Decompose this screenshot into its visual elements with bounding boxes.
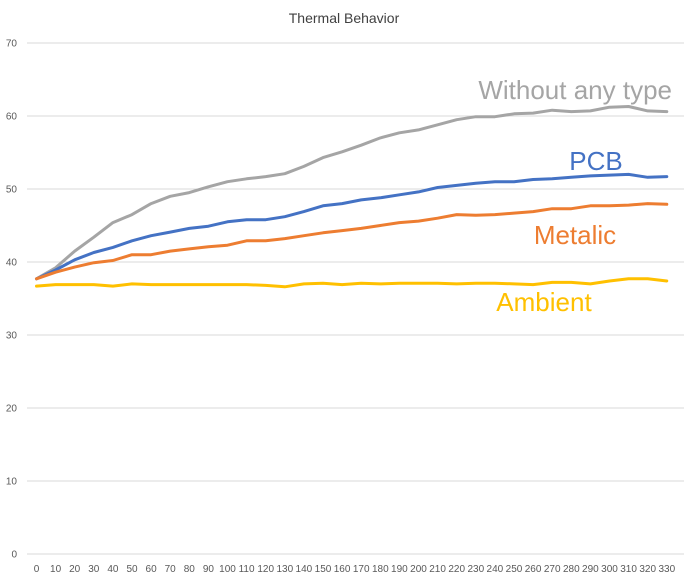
x-tick-label: 160 — [334, 564, 351, 575]
x-tick-label: 280 — [563, 564, 580, 575]
x-tick-label: 180 — [372, 564, 389, 575]
series-lines — [35, 105, 669, 289]
x-tick-label: 10 — [50, 564, 62, 575]
x-tick-label: 50 — [126, 564, 138, 575]
x-tick-label: 150 — [315, 564, 332, 575]
series-line-metalic — [35, 202, 669, 281]
x-tick-label: 110 — [239, 564, 255, 575]
x-tick-label: 330 — [658, 564, 675, 575]
x-tick-label: 290 — [582, 564, 599, 575]
x-tick-label: 40 — [107, 564, 119, 575]
chart-title: Thermal Behavior — [289, 10, 400, 26]
y-tick-label: 30 — [6, 331, 18, 342]
annotation-ambient: Ambient — [496, 287, 592, 317]
x-tick-label: 210 — [429, 564, 446, 575]
y-tick-label: 40 — [6, 258, 18, 269]
gridlines — [27, 42, 684, 555]
x-tick-label: 270 — [544, 564, 561, 575]
x-tick-label: 170 — [353, 564, 370, 575]
annotation-without-any-type: Without any type — [478, 75, 672, 105]
series-annotations: Without any type PCB Metalic Ambient — [478, 75, 672, 317]
y-tick-label: 10 — [6, 477, 18, 488]
x-tick-label: 300 — [601, 564, 618, 575]
y-axis-tick-labels: 0 10 20 30 40 50 60 70 — [6, 39, 18, 561]
x-tick-label: 200 — [410, 564, 427, 575]
x-tick-label: 310 — [620, 564, 637, 575]
y-tick-label: 60 — [6, 112, 18, 123]
x-tick-label: 30 — [88, 564, 100, 575]
x-tick-label: 320 — [639, 564, 656, 575]
series-line-pcb — [35, 172, 669, 281]
series-line-without-any-type — [35, 105, 669, 281]
x-axis-tick-labels: 0 10 20 30 40 50 60 70 80 90 100 110 120 130 140 150 160… — [34, 564, 676, 575]
x-tick-label: 250 — [506, 564, 523, 575]
x-tick-label: 130 — [276, 564, 293, 575]
y-tick-label: 20 — [6, 404, 18, 415]
y-tick-label: 50 — [6, 185, 18, 196]
x-tick-label: 20 — [69, 564, 81, 575]
x-tick-label: 230 — [467, 564, 484, 575]
x-tick-label: 120 — [257, 564, 274, 575]
annotation-metalic: Metalic — [534, 220, 616, 250]
y-tick-label: 0 — [11, 550, 17, 561]
x-tick-label: 0 — [34, 564, 40, 575]
x-tick-label: 80 — [184, 564, 196, 575]
x-tick-label: 60 — [146, 564, 158, 575]
x-tick-label: 90 — [203, 564, 215, 575]
x-tick-label: 260 — [525, 564, 542, 575]
x-tick-label: 140 — [296, 564, 313, 575]
annotation-pcb: PCB — [569, 146, 622, 176]
x-tick-label: 100 — [219, 564, 236, 575]
series-line-ambient — [35, 277, 669, 289]
y-tick-label: 70 — [6, 39, 18, 50]
x-tick-label: 240 — [487, 564, 504, 575]
x-tick-label: 70 — [165, 564, 177, 575]
x-tick-label: 220 — [448, 564, 465, 575]
x-tick-label: 190 — [391, 564, 408, 575]
